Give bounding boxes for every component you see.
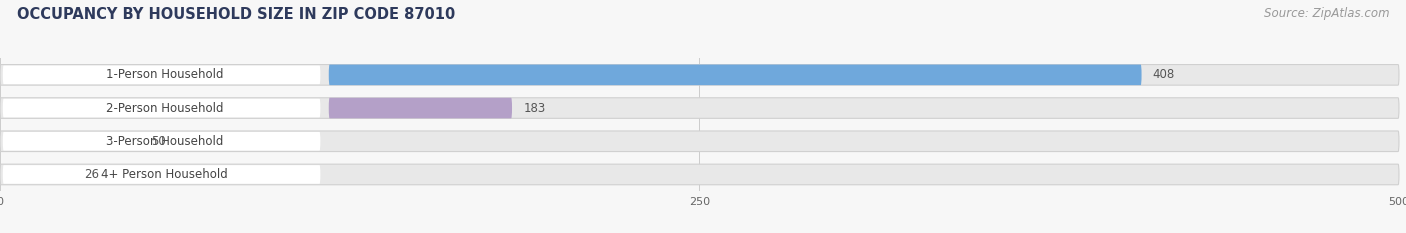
FancyBboxPatch shape <box>0 65 1399 85</box>
FancyBboxPatch shape <box>3 132 321 151</box>
Text: 26: 26 <box>84 168 98 181</box>
Text: OCCUPANCY BY HOUSEHOLD SIZE IN ZIP CODE 87010: OCCUPANCY BY HOUSEHOLD SIZE IN ZIP CODE … <box>17 7 456 22</box>
Text: 183: 183 <box>523 102 546 115</box>
FancyBboxPatch shape <box>0 98 1399 118</box>
Text: 4+ Person Household: 4+ Person Household <box>101 168 228 181</box>
Text: 3-Person Household: 3-Person Household <box>105 135 224 148</box>
FancyBboxPatch shape <box>3 65 321 84</box>
FancyBboxPatch shape <box>329 98 512 118</box>
FancyBboxPatch shape <box>3 99 321 117</box>
FancyBboxPatch shape <box>0 131 1399 151</box>
FancyBboxPatch shape <box>329 65 1142 85</box>
Text: 2-Person Household: 2-Person Household <box>105 102 224 115</box>
Text: Source: ZipAtlas.com: Source: ZipAtlas.com <box>1264 7 1389 20</box>
Text: 50: 50 <box>150 135 166 148</box>
Text: 408: 408 <box>1153 68 1175 81</box>
FancyBboxPatch shape <box>3 165 321 184</box>
FancyBboxPatch shape <box>0 164 1399 185</box>
Text: 1-Person Household: 1-Person Household <box>105 68 224 81</box>
